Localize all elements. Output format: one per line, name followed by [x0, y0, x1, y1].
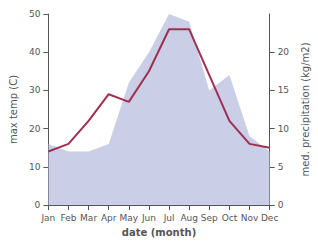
svg-text:50: 50	[29, 9, 41, 19]
svg-text:Dec: Dec	[261, 213, 278, 223]
svg-text:Oct: Oct	[222, 213, 238, 223]
svg-text:15: 15	[278, 85, 289, 95]
svg-text:10: 10	[278, 124, 290, 134]
svg-text:20: 20	[29, 124, 41, 134]
svg-text:5: 5	[278, 162, 284, 172]
svg-text:max temp (C): max temp (C)	[8, 75, 19, 144]
svg-text:0: 0	[35, 200, 41, 210]
svg-text:May: May	[120, 213, 139, 223]
svg-text:Jun: Jun	[141, 213, 156, 223]
svg-text:Aug: Aug	[180, 213, 198, 223]
svg-text:Nov: Nov	[241, 213, 259, 223]
svg-text:10: 10	[29, 162, 41, 172]
svg-text:Sep: Sep	[201, 213, 218, 223]
svg-text:Mar: Mar	[80, 213, 97, 223]
svg-text:Feb: Feb	[61, 213, 77, 223]
svg-text:Jul: Jul	[163, 213, 175, 223]
svg-text:0: 0	[278, 200, 284, 210]
svg-text:Jan: Jan	[40, 213, 55, 223]
svg-text:med. precipitation (kg/m2): med. precipitation (kg/m2)	[300, 42, 311, 176]
svg-text:40: 40	[29, 47, 41, 57]
svg-text:date (month): date (month)	[122, 227, 196, 238]
svg-text:Apr: Apr	[101, 213, 117, 223]
svg-text:30: 30	[29, 85, 41, 95]
svg-text:20: 20	[278, 47, 290, 57]
